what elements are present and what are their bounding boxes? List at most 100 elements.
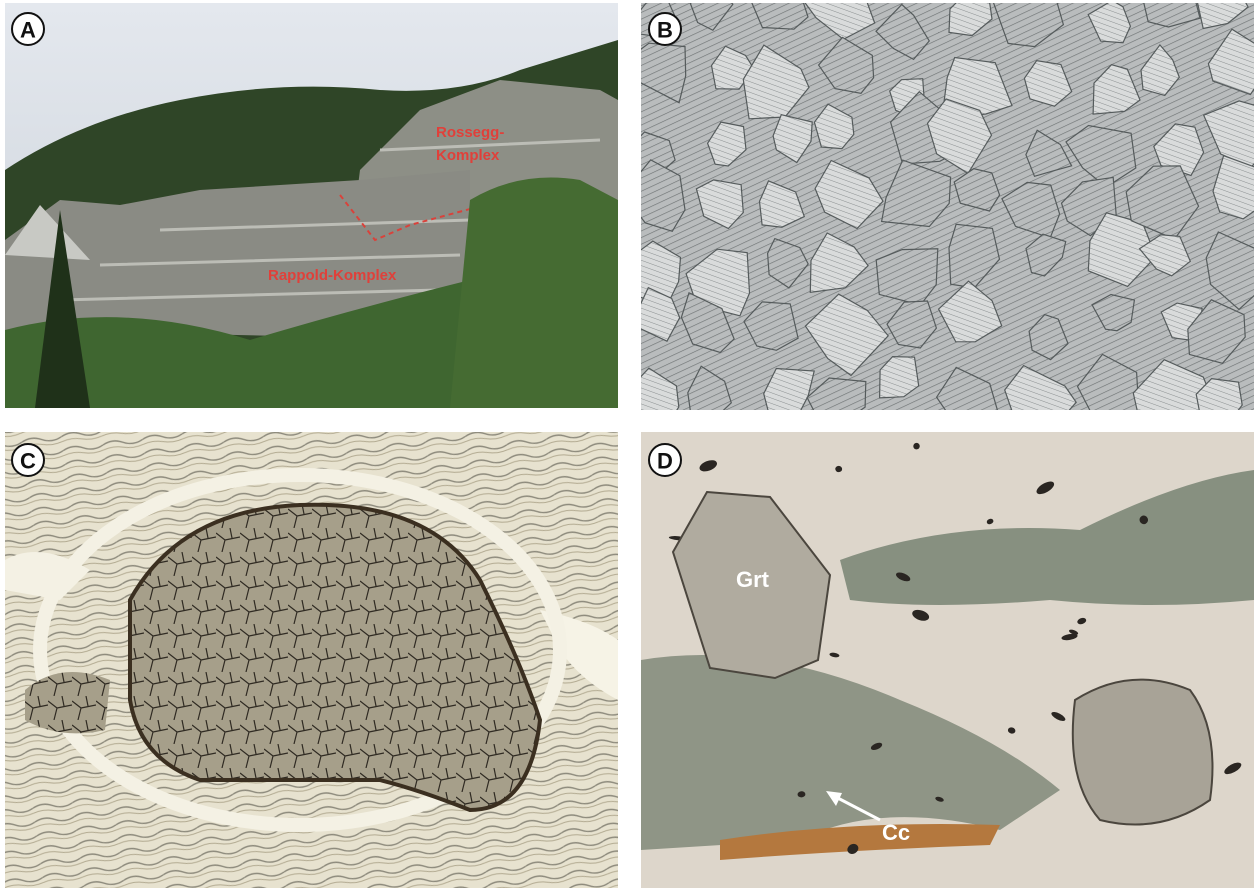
label-circle	[648, 12, 682, 46]
arrow	[831, 793, 881, 822]
panel-label: B	[648, 12, 682, 46]
grain	[1132, 358, 1215, 410]
arrow-head	[826, 791, 842, 806]
grain	[880, 159, 952, 228]
opaque-grain	[1007, 727, 1016, 734]
chlorite-band	[840, 470, 1254, 605]
label-text: C	[20, 449, 36, 474]
label-text: D	[657, 449, 673, 474]
grain	[1196, 3, 1249, 30]
grain	[948, 3, 993, 37]
opaque-grain	[1077, 617, 1087, 625]
grain	[1023, 60, 1073, 107]
grain	[758, 180, 806, 228]
opaque-grain	[870, 742, 883, 751]
annotation: Cc	[882, 820, 910, 845]
grain	[1153, 123, 1205, 177]
grain	[1207, 28, 1254, 96]
opaque-grain	[829, 652, 840, 658]
opaque-grain	[835, 465, 843, 473]
label-text: A	[20, 18, 36, 43]
pressure-shadow	[33, 468, 567, 832]
boundary-line	[339, 194, 486, 242]
grain	[1025, 129, 1073, 178]
grain	[641, 42, 687, 104]
opaque-grain	[797, 791, 806, 798]
spruce	[35, 210, 90, 408]
grain	[706, 121, 747, 167]
label-circle	[11, 12, 45, 46]
grain	[1140, 43, 1180, 97]
opaque-grain	[1068, 629, 1079, 635]
grain	[751, 3, 809, 30]
garnet	[671, 490, 832, 680]
garnet-fragment	[25, 672, 110, 734]
opaque-grain	[1061, 633, 1078, 641]
grain	[1028, 313, 1069, 361]
grain	[878, 355, 920, 399]
opaque-grain	[913, 442, 920, 450]
panel-label: D	[648, 443, 682, 477]
grain	[813, 103, 855, 150]
label-circle	[648, 443, 682, 477]
grain	[743, 301, 799, 351]
grain	[763, 367, 815, 410]
grain	[809, 232, 869, 293]
opaque-grain	[986, 518, 994, 525]
annotation: Rossegg-	[436, 124, 504, 141]
label-circle	[11, 443, 45, 477]
grain	[1092, 64, 1141, 115]
panel-label: A	[11, 12, 45, 46]
grain	[772, 113, 813, 164]
panel-a: Rossegg- Komplex Rappold-Komplex	[5, 3, 618, 408]
panel-b	[641, 3, 1254, 410]
opaque-grain	[896, 572, 911, 582]
benches	[59, 138, 601, 302]
grain	[1205, 231, 1254, 311]
grain	[695, 179, 744, 230]
spoil-heap	[5, 205, 90, 260]
chlorite-band	[641, 655, 1060, 850]
annotation: Grt	[736, 567, 770, 592]
grain	[1087, 3, 1132, 44]
opaque-grain	[847, 843, 859, 854]
label-text: B	[657, 18, 673, 43]
opaque-grain	[935, 796, 944, 802]
grain	[814, 159, 884, 230]
grain	[680, 291, 735, 354]
annotation: Rappold-Komplex	[268, 267, 397, 284]
panel-d: Grt Cc	[641, 432, 1254, 888]
grain	[1025, 233, 1067, 277]
grain	[1143, 3, 1201, 28]
grain	[1004, 364, 1077, 410]
grain	[886, 300, 938, 349]
grain	[641, 367, 680, 410]
grain	[1091, 293, 1136, 332]
grain	[766, 237, 809, 289]
grain	[953, 168, 1001, 212]
garnet	[128, 502, 543, 813]
panel-c	[5, 432, 618, 888]
grain	[641, 159, 686, 233]
grain	[641, 286, 681, 342]
grain	[689, 3, 734, 32]
grain	[806, 377, 867, 410]
grain	[817, 36, 875, 94]
grain	[1195, 377, 1243, 410]
grain	[937, 280, 1003, 343]
opaque-grain	[1051, 711, 1066, 721]
grain	[687, 365, 732, 410]
right-trees	[450, 177, 618, 408]
grain	[875, 3, 931, 61]
opaque-grain	[1224, 762, 1242, 775]
grain	[1187, 299, 1246, 364]
grain	[935, 366, 998, 410]
biotite	[720, 824, 1000, 860]
grain	[992, 3, 1065, 48]
grain	[1138, 234, 1192, 277]
opaque-grain	[912, 609, 930, 621]
garnet	[1071, 678, 1214, 826]
grain	[1076, 353, 1140, 410]
